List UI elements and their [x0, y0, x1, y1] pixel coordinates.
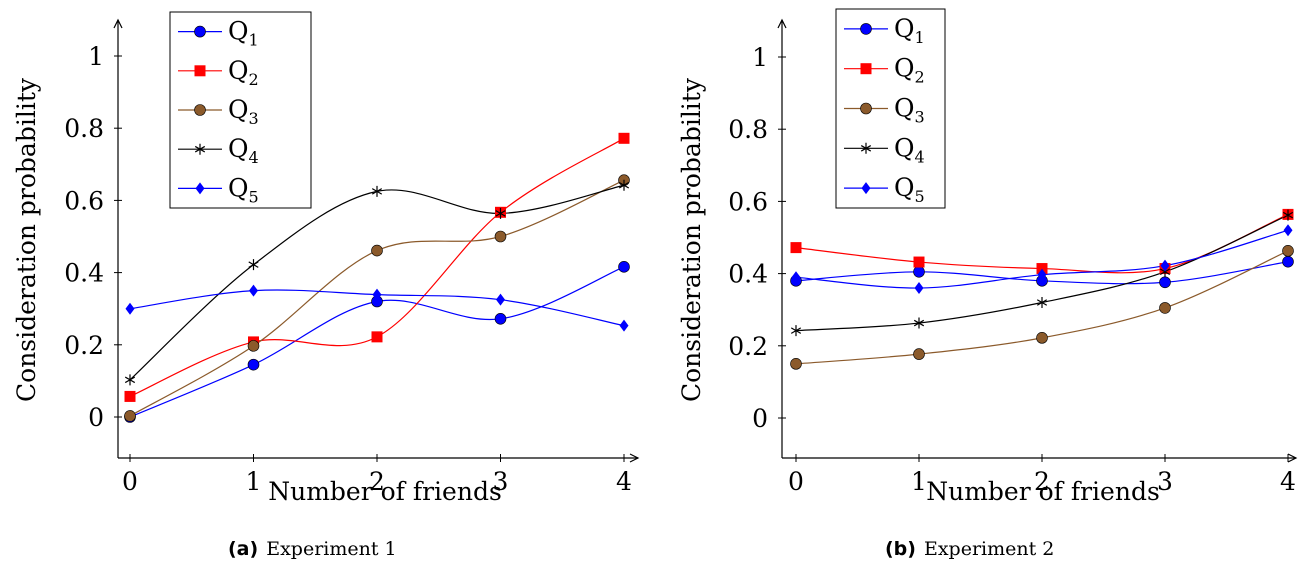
data-point-q3 — [494, 230, 507, 243]
data-point-q5 — [249, 284, 258, 297]
y-tick-label: 0 — [752, 404, 768, 433]
data-point-q1 — [494, 313, 507, 325]
data-point-q1 — [247, 358, 260, 371]
x-tick-label: 4 — [1280, 467, 1296, 496]
legend-marker — [194, 104, 206, 116]
data-point-q4 — [790, 325, 802, 337]
x-tick-label: 0 — [122, 467, 138, 496]
legend-marker — [860, 102, 872, 115]
data-point-q3 — [247, 340, 260, 352]
x-axis-arrowhead — [629, 453, 640, 463]
legend-entry: Q4 — [228, 134, 259, 167]
data-point-q3 — [371, 244, 383, 257]
data-point-q5 — [1283, 224, 1293, 237]
y-tick-label: 1 — [752, 43, 768, 72]
series-line-q4 — [129, 184, 625, 381]
y-tick-label: 0.4 — [728, 260, 768, 289]
data-point-q2 — [371, 331, 383, 343]
x-tick-label: 1 — [246, 467, 262, 496]
data-point-q4 — [371, 185, 383, 197]
data-point-q5 — [125, 302, 135, 315]
y-tick-label: 0 — [88, 403, 104, 432]
y-tick-label: 0.8 — [728, 115, 768, 144]
x-tick-label: 0 — [788, 467, 804, 496]
data-point-q4 — [1282, 209, 1294, 221]
legend-entry: Q1 — [228, 17, 259, 50]
legend-entry: Q2 — [228, 56, 259, 89]
x-tick-label: 2 — [1034, 467, 1050, 496]
data-point-q4 — [495, 207, 506, 219]
legend-marker — [860, 23, 872, 35]
y-tick-label: 0.8 — [64, 114, 104, 143]
y-tick-label: 0.6 — [64, 186, 104, 215]
y-tick-label: 1 — [88, 42, 104, 71]
y-tick-label: 0.4 — [64, 259, 104, 288]
data-point-q4 — [248, 259, 259, 271]
data-point-q1 — [618, 261, 630, 273]
legend: Q1 Q2 Q3 Q4 Q5 — [835, 8, 946, 209]
data-point-q5 — [619, 319, 629, 332]
legend-entry: Q3 — [228, 95, 259, 128]
data-point-q1 — [913, 265, 925, 278]
legend-marker — [194, 25, 206, 38]
x-tick-label: 4 — [616, 467, 632, 496]
data-point-q3 — [1159, 302, 1171, 314]
legend-marker — [195, 182, 205, 195]
legend-marker — [861, 182, 871, 195]
data-point-q1 — [1282, 255, 1294, 268]
data-point-q2 — [1036, 263, 1048, 275]
data-point-q5 — [1160, 259, 1170, 272]
data-point-q5 — [372, 288, 382, 301]
legend-entry: Q2 — [894, 54, 925, 87]
x-tick-label: 2 — [369, 467, 385, 496]
y-tick-label: 0.6 — [728, 187, 768, 216]
data-point-q5 — [1037, 268, 1047, 281]
data-point-q3 — [1036, 332, 1048, 344]
y-axis-arrowhead — [777, 18, 787, 29]
y-axis-label: Consideration probability — [12, 77, 41, 402]
legend-marker — [194, 65, 206, 77]
data-point-q4 — [1036, 296, 1048, 308]
data-point-q3 — [790, 358, 802, 370]
x-tick-label: 1 — [911, 467, 927, 496]
data-point-q3 — [913, 348, 925, 360]
legend-marker — [860, 142, 872, 154]
data-point-q2 — [618, 132, 630, 144]
legend-marker — [860, 63, 872, 75]
data-point-q5 — [496, 293, 505, 306]
data-point-q3 — [1282, 245, 1294, 257]
legend-marker — [194, 143, 206, 155]
data-point-q2 — [124, 390, 136, 402]
data-point-q4 — [618, 179, 630, 191]
y-tick-label: 0.2 — [64, 331, 104, 360]
data-point-q3 — [124, 410, 136, 422]
legend-entry: Q1 — [894, 14, 925, 47]
x-tick-label: 3 — [493, 467, 509, 496]
legend-entry: Q4 — [894, 133, 925, 166]
figure-caption: (a) Experiment 1 — [228, 538, 397, 560]
figure-caption: (b) Experiment 2 — [885, 538, 1054, 560]
data-point-q2 — [913, 256, 925, 268]
data-point-q5 — [791, 271, 801, 284]
legend-entry: Q5 — [228, 173, 259, 206]
legend: Q1 Q2 Q3 Q4 Q5 — [169, 11, 312, 209]
data-point-q5 — [914, 282, 924, 295]
x-axis-label: Number of friends — [926, 477, 1160, 506]
x-axis-arrowhead — [1287, 453, 1298, 463]
legend-entry: Q3 — [894, 94, 925, 127]
y-tick-label: 0.2 — [728, 332, 768, 361]
y-axis-label: Consideration probability — [677, 77, 706, 402]
legend-entry: Q5 — [894, 173, 925, 206]
y-axis-arrowhead — [113, 18, 123, 29]
data-point-q1 — [1159, 276, 1171, 289]
x-axis-label: Number of friends — [268, 477, 502, 506]
data-point-q2 — [790, 242, 802, 254]
x-tick-label: 3 — [1157, 467, 1173, 496]
data-point-q4 — [124, 374, 136, 386]
data-point-q4 — [913, 317, 925, 329]
